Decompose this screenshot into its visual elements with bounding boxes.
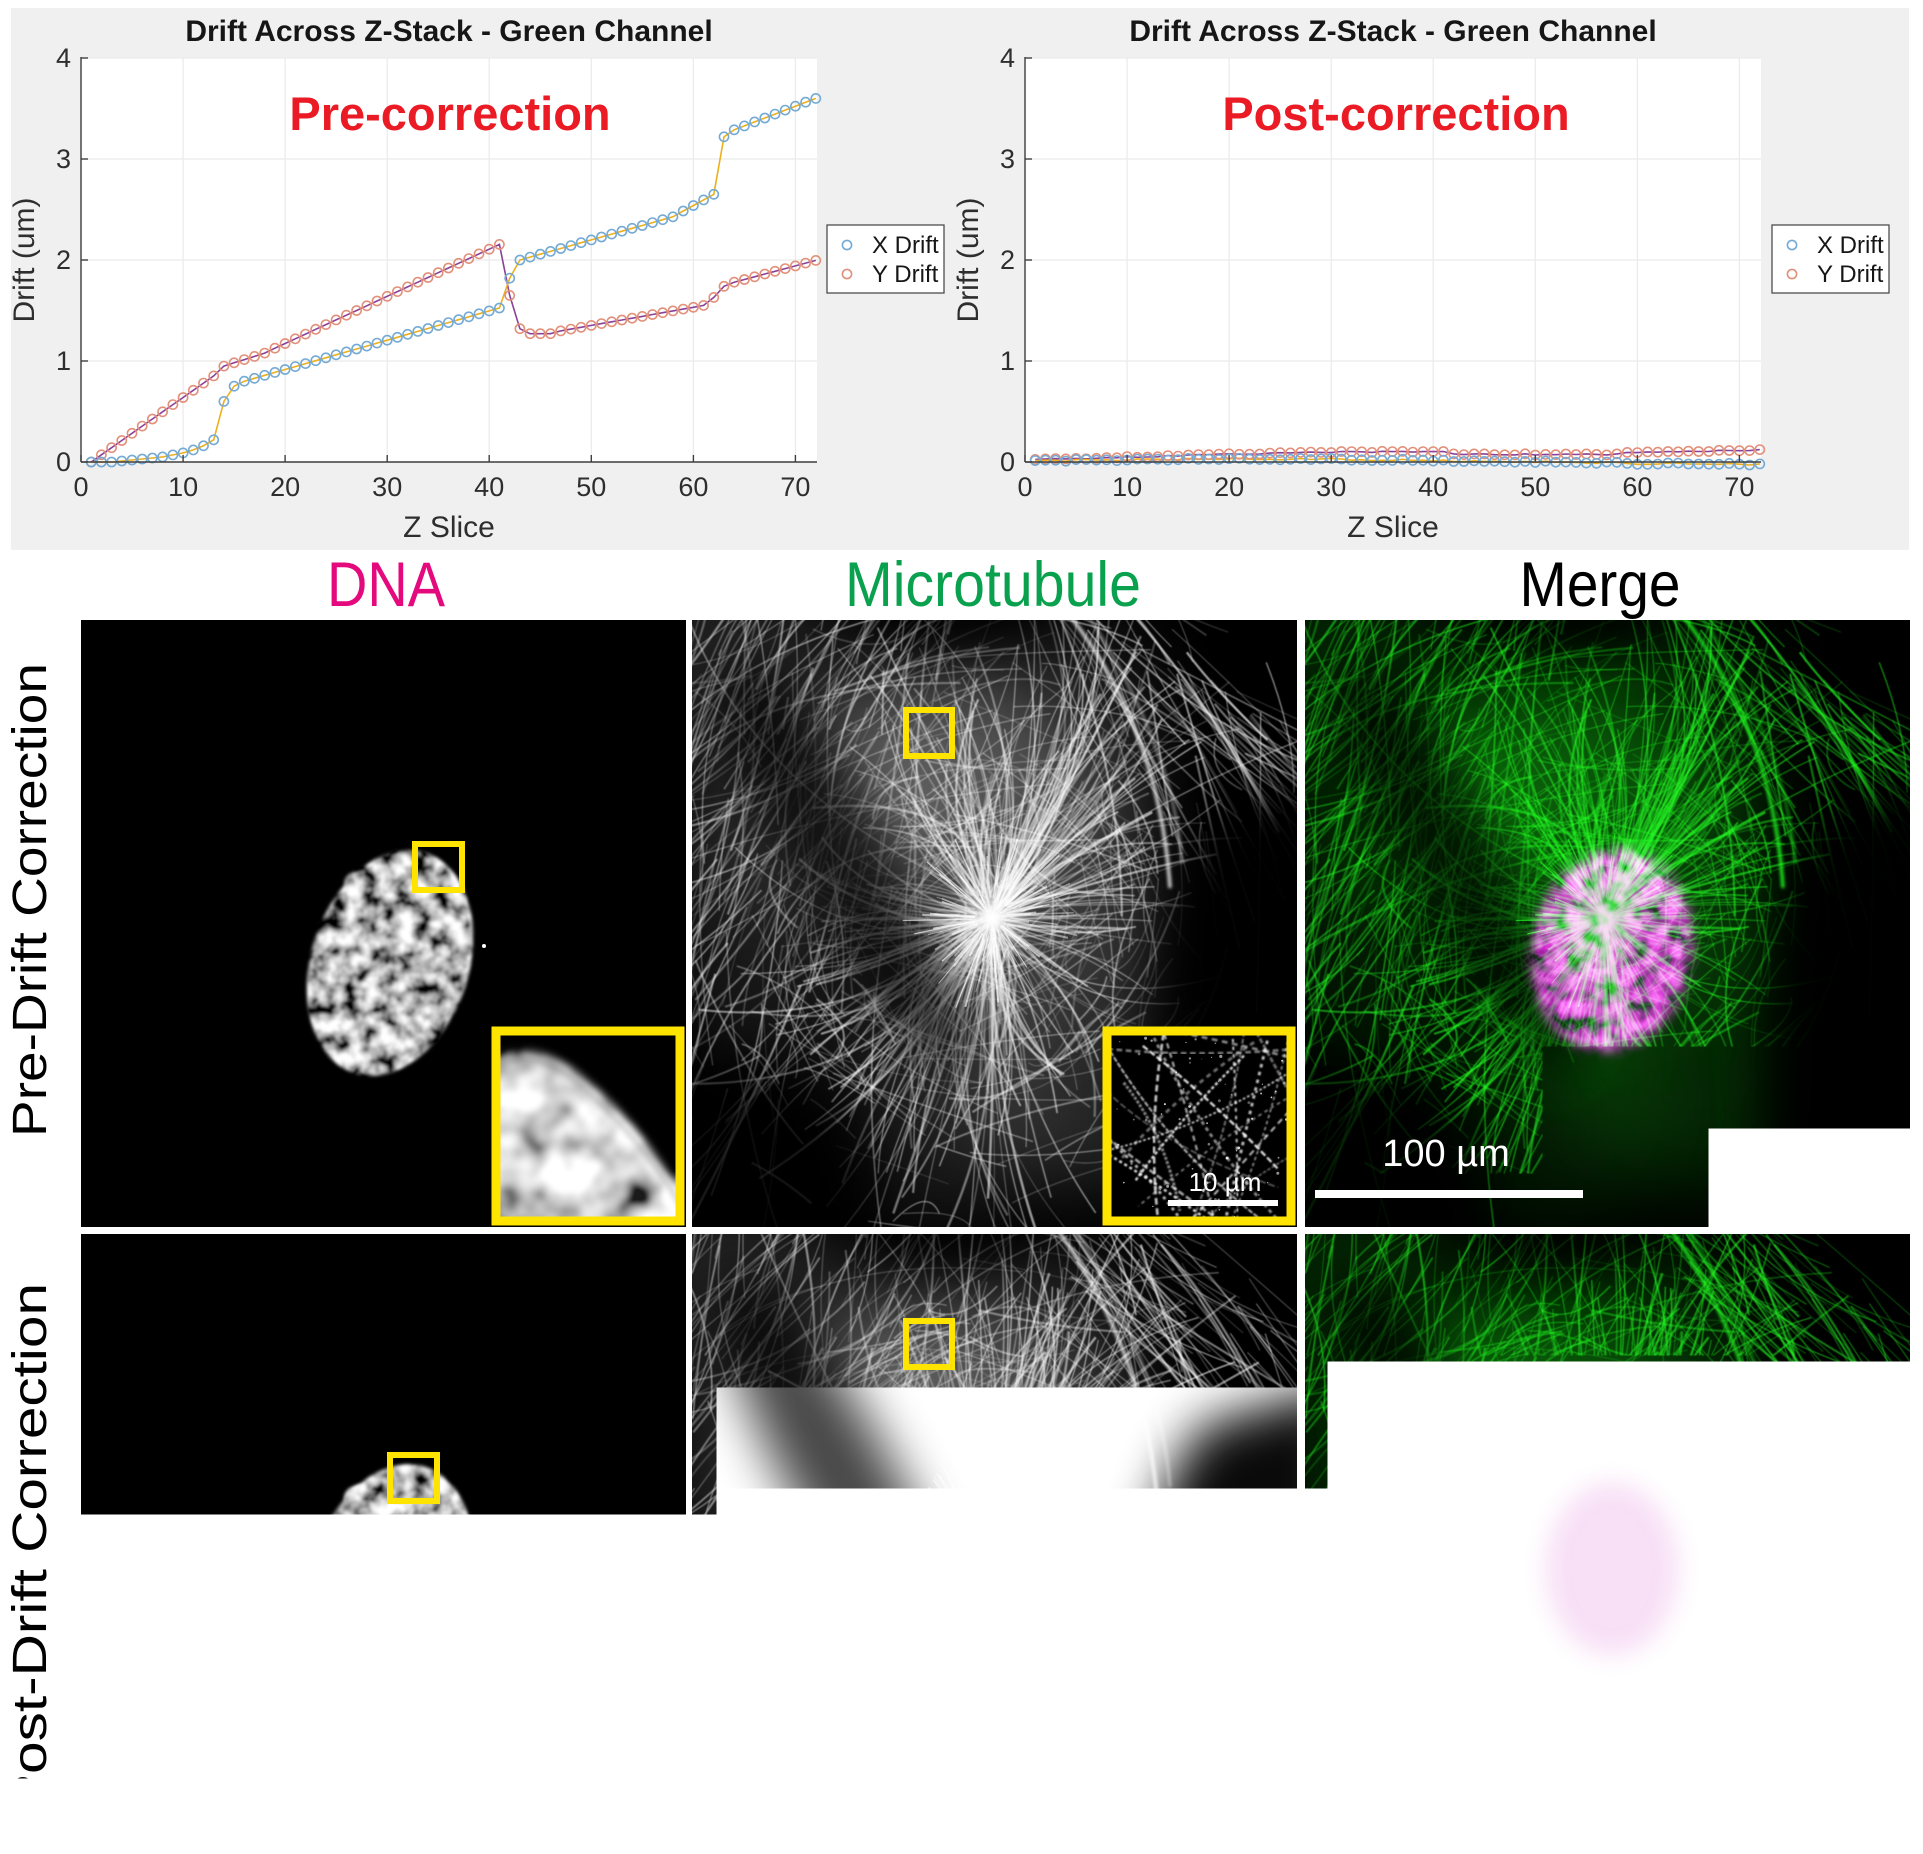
svg-text:Post-Drift Correction: Post-Drift Correction [4,1283,57,1813]
svg-text:10: 10 [168,472,198,502]
svg-text:Merge: Merge [1520,550,1681,620]
svg-text:0: 0 [73,472,88,502]
svg-text:Z Slice: Z Slice [403,511,495,544]
svg-text:1: 1 [56,346,71,376]
svg-text:4: 4 [56,43,71,73]
svg-text:0: 0 [56,447,71,477]
svg-text:10: 10 [1112,472,1142,502]
svg-text:50: 50 [1520,472,1550,502]
svg-text:40: 40 [474,472,504,502]
svg-text:DNA: DNA [327,550,445,620]
svg-text:Y Drift: Y Drift [872,261,939,288]
svg-text:4: 4 [1000,43,1015,73]
svg-text:60: 60 [1622,472,1652,502]
svg-text:100 µm: 100 µm [1382,1133,1510,1175]
svg-text:3: 3 [1000,144,1015,174]
svg-text:30: 30 [372,472,402,502]
svg-text:0: 0 [1000,447,1015,477]
svg-text:2: 2 [56,245,71,275]
svg-text:40: 40 [1418,472,1448,502]
svg-text:Pre-Drift Correction: Pre-Drift Correction [4,663,57,1137]
svg-text:3: 3 [56,144,71,174]
svg-text:Y Drift: Y Drift [1817,261,1884,288]
svg-text:Microtubule: Microtubule [845,550,1141,620]
svg-text:Pre-correction: Pre-correction [289,87,610,140]
svg-text:Drift Across Z-Stack - Green C: Drift Across Z-Stack - Green Channel [1129,15,1656,48]
svg-text:30: 30 [1316,472,1346,502]
svg-text:50: 50 [576,472,606,502]
svg-text:Drift (um): Drift (um) [952,198,985,323]
svg-text:Drift (um): Drift (um) [8,198,41,323]
svg-text:10 µm: 10 µm [1189,1167,1262,1197]
svg-text:Drift Across Z-Stack - Green C: Drift Across Z-Stack - Green Channel [185,15,712,48]
svg-text:2: 2 [1000,245,1015,275]
svg-text:Post-correction: Post-correction [1222,87,1569,140]
svg-text:70: 70 [780,472,810,502]
svg-text:20: 20 [1214,472,1244,502]
svg-text:X Drift: X Drift [1817,232,1884,259]
svg-text:60: 60 [678,472,708,502]
svg-text:Z Slice: Z Slice [1347,511,1439,544]
svg-text:70: 70 [1724,472,1754,502]
svg-text:20: 20 [270,472,300,502]
svg-text:1: 1 [1000,346,1015,376]
svg-text:X Drift: X Drift [872,232,939,259]
svg-text:0: 0 [1017,472,1032,502]
